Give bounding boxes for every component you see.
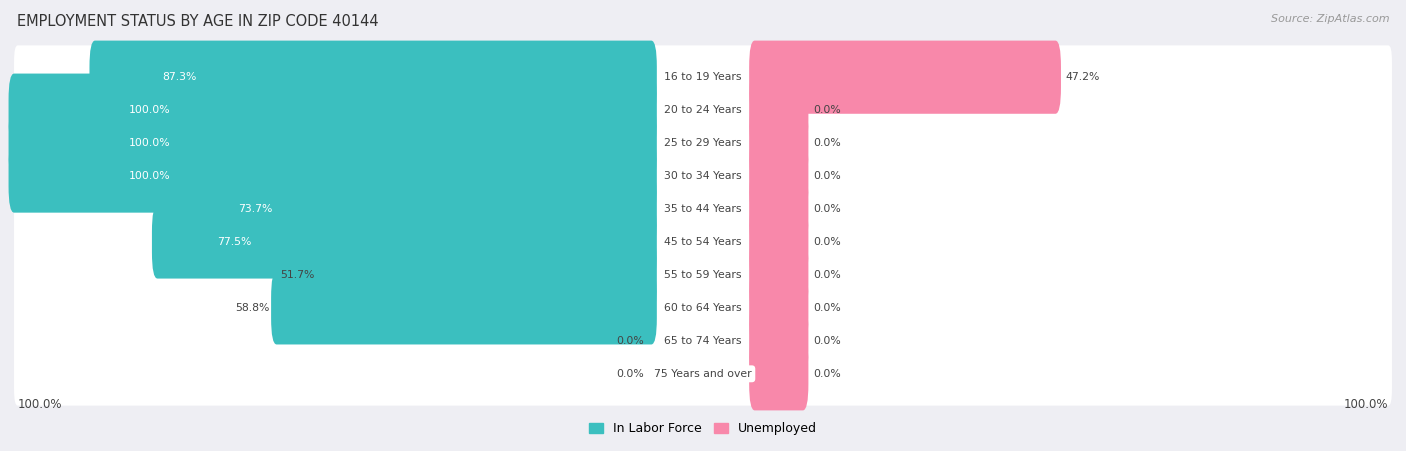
Text: 45 to 54 Years: 45 to 54 Years: [664, 237, 742, 247]
Text: 87.3%: 87.3%: [162, 72, 195, 82]
Text: 73.7%: 73.7%: [238, 204, 273, 214]
Text: 77.5%: 77.5%: [217, 237, 252, 247]
Text: 58.8%: 58.8%: [235, 303, 270, 313]
FancyBboxPatch shape: [749, 337, 808, 410]
Text: 100.0%: 100.0%: [1344, 397, 1389, 410]
FancyBboxPatch shape: [14, 111, 1392, 175]
FancyBboxPatch shape: [176, 172, 657, 246]
Text: EMPLOYMENT STATUS BY AGE IN ZIP CODE 40144: EMPLOYMENT STATUS BY AGE IN ZIP CODE 401…: [17, 14, 378, 28]
FancyBboxPatch shape: [14, 177, 1392, 241]
FancyBboxPatch shape: [749, 106, 808, 179]
Text: 60 to 64 Years: 60 to 64 Years: [664, 303, 742, 313]
Text: 100.0%: 100.0%: [17, 397, 62, 410]
Text: 100.0%: 100.0%: [129, 138, 170, 148]
FancyBboxPatch shape: [749, 238, 808, 312]
FancyBboxPatch shape: [749, 41, 1062, 114]
FancyBboxPatch shape: [14, 243, 1392, 307]
Text: 0.0%: 0.0%: [813, 270, 841, 280]
FancyBboxPatch shape: [316, 238, 657, 312]
Text: 51.7%: 51.7%: [281, 270, 315, 280]
FancyBboxPatch shape: [749, 272, 808, 345]
Text: 0.0%: 0.0%: [617, 369, 644, 379]
FancyBboxPatch shape: [14, 46, 1392, 109]
FancyBboxPatch shape: [8, 74, 657, 147]
Text: 0.0%: 0.0%: [813, 369, 841, 379]
FancyBboxPatch shape: [14, 309, 1392, 373]
Text: 0.0%: 0.0%: [813, 237, 841, 247]
Text: 100.0%: 100.0%: [129, 171, 170, 181]
FancyBboxPatch shape: [749, 74, 808, 147]
Text: 16 to 19 Years: 16 to 19 Years: [664, 72, 742, 82]
FancyBboxPatch shape: [749, 172, 808, 246]
FancyBboxPatch shape: [8, 106, 657, 179]
Text: 47.2%: 47.2%: [1066, 72, 1099, 82]
Text: 0.0%: 0.0%: [617, 336, 644, 346]
Text: 20 to 24 Years: 20 to 24 Years: [664, 105, 742, 115]
FancyBboxPatch shape: [749, 139, 808, 212]
Text: 100.0%: 100.0%: [129, 105, 170, 115]
Text: 55 to 59 Years: 55 to 59 Years: [664, 270, 742, 280]
FancyBboxPatch shape: [271, 272, 657, 345]
FancyBboxPatch shape: [8, 139, 657, 212]
FancyBboxPatch shape: [749, 205, 808, 279]
FancyBboxPatch shape: [14, 144, 1392, 208]
FancyBboxPatch shape: [152, 205, 657, 279]
Text: 0.0%: 0.0%: [813, 171, 841, 181]
Text: 0.0%: 0.0%: [813, 138, 841, 148]
Text: 0.0%: 0.0%: [813, 303, 841, 313]
FancyBboxPatch shape: [749, 304, 808, 377]
Text: Source: ZipAtlas.com: Source: ZipAtlas.com: [1271, 14, 1389, 23]
Text: 35 to 44 Years: 35 to 44 Years: [664, 204, 742, 214]
Text: 25 to 29 Years: 25 to 29 Years: [664, 138, 742, 148]
Legend: In Labor Force, Unemployed: In Labor Force, Unemployed: [589, 422, 817, 435]
FancyBboxPatch shape: [14, 276, 1392, 340]
Text: 0.0%: 0.0%: [813, 204, 841, 214]
FancyBboxPatch shape: [14, 342, 1392, 405]
FancyBboxPatch shape: [14, 78, 1392, 142]
Text: 0.0%: 0.0%: [813, 105, 841, 115]
FancyBboxPatch shape: [14, 210, 1392, 274]
Text: 0.0%: 0.0%: [813, 336, 841, 346]
FancyBboxPatch shape: [90, 41, 657, 114]
Text: 30 to 34 Years: 30 to 34 Years: [664, 171, 742, 181]
Text: 65 to 74 Years: 65 to 74 Years: [664, 336, 742, 346]
Text: 75 Years and over: 75 Years and over: [654, 369, 752, 379]
